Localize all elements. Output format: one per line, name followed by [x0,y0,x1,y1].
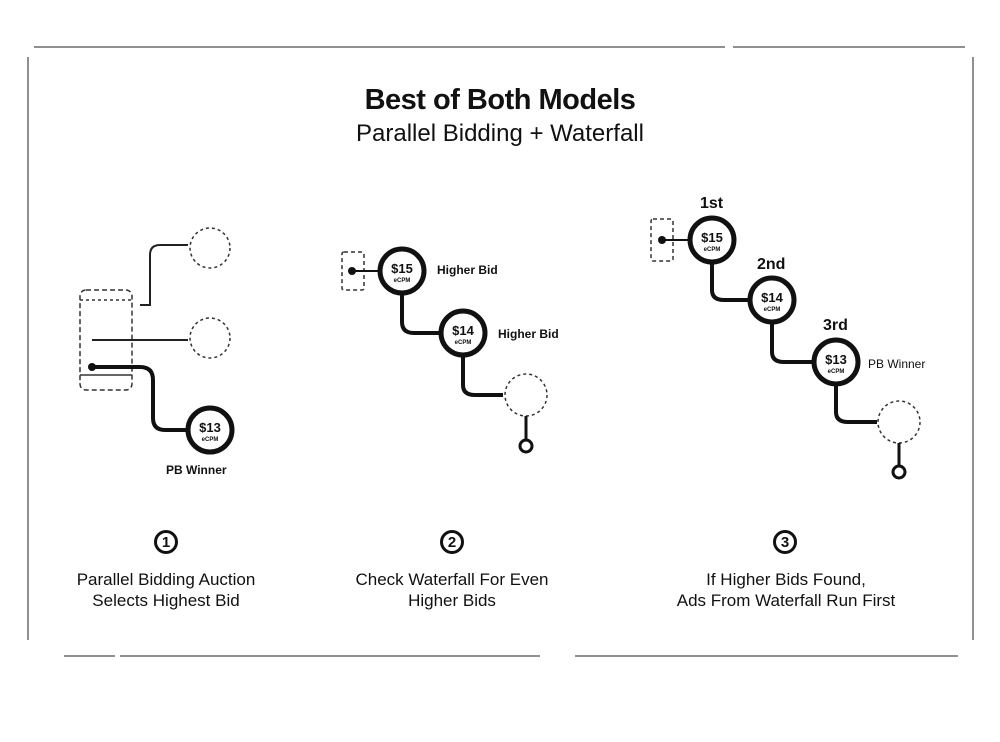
caption-line: Higher Bids [408,591,496,610]
caption-line: If Higher Bids Found, [706,570,866,589]
bid-circle [811,337,861,387]
network-icon [877,400,921,444]
end-node [518,438,534,454]
step-caption: Parallel Bidding Auction Selects Highest… [16,569,316,611]
caption-line: Check Waterfall For Even [355,570,549,589]
network-icon [189,227,231,359]
caption-line: Parallel Bidding Auction [76,570,256,589]
bid-circle [185,405,235,455]
waterfall-path [834,384,877,424]
bid-unit: eCPM [704,247,721,253]
waterfall-path [770,322,813,364]
bid-label: Higher Bid [437,263,498,277]
bid-circle [377,246,427,296]
winner-path [92,365,186,432]
step-number: 2 [440,530,464,554]
bid-unit: eCPM [202,437,219,443]
phone-icon [79,289,133,391]
bid-price: $14 [452,323,474,338]
frame-border [27,46,974,657]
network-icon [504,373,548,417]
rank-label: 3rd [823,317,848,334]
step-number: 3 [773,530,797,554]
bid-unit: eCPM [455,340,472,346]
waterfall-path [710,262,750,302]
winner-label: PB Winner [868,357,926,371]
phone-icon [650,218,674,262]
bid-price: $14 [761,290,783,305]
step-caption: If Higher Bids Found, Ads From Waterfall… [636,569,936,611]
bid-price: $15 [391,261,413,276]
bid-price: $13 [825,352,847,367]
step-caption: Check Waterfall For Even Higher Bids [302,569,602,611]
bid-price: $13 [199,420,221,435]
bid-circle [438,308,488,358]
waterfall-path [400,292,440,335]
bid-unit: eCPM [764,307,781,313]
bid-unit: eCPM [828,369,845,375]
bid-circle [747,275,797,325]
step-number: 1 [154,530,178,554]
winner-label: PB Winner [166,463,227,477]
waterfall-path [461,355,503,397]
caption-line: Ads From Waterfall Run First [676,591,896,610]
caption-line: Selects Highest Bid [92,591,240,610]
page-title: Best of Both Models [364,84,636,116]
bid-label: Higher Bid [498,327,559,341]
bid-unit: eCPM [394,278,411,284]
bid-circle [687,215,737,265]
page-subtitle: Parallel Bidding + Waterfall [356,120,644,147]
end-node [891,464,907,480]
bid-price: $15 [701,230,723,245]
rank-label: 1st [700,195,724,212]
phone-to-network-lines [92,244,188,341]
rank-label: 2nd [757,256,786,273]
